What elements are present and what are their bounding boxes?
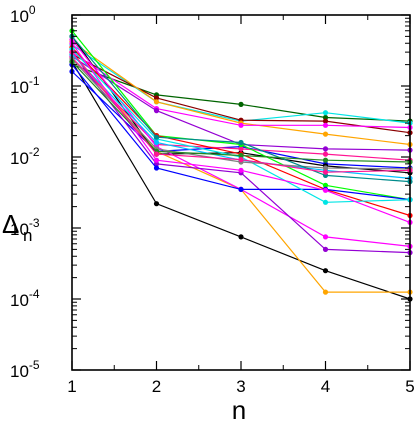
x-tick-label: 2: [152, 377, 161, 396]
data-point: [238, 186, 244, 192]
plot-frame: [71, 14, 411, 371]
data-point: [153, 151, 160, 157]
y-tick-label: 100: [10, 3, 36, 26]
series-6: [69, 39, 413, 148]
data-point: [322, 157, 329, 163]
data-point: [322, 182, 329, 188]
series-layer: [69, 28, 413, 302]
y-tick-label: 10-2: [10, 145, 40, 168]
tick-layer: [71, 14, 411, 371]
series-12: [69, 28, 413, 203]
data-point: [153, 134, 160, 140]
data-point: [322, 146, 329, 152]
data-point: [322, 169, 329, 175]
x-tick-label: 3: [236, 377, 245, 396]
data-point: [322, 268, 329, 274]
data-point: [322, 151, 329, 157]
data-point: [238, 122, 244, 128]
data-point: [322, 246, 329, 252]
y-axis-label-main: Δ: [2, 209, 19, 239]
data-point: [322, 122, 329, 128]
data-point: [322, 114, 329, 121]
data-point: [153, 161, 160, 167]
data-point: [238, 234, 244, 240]
series-line: [71, 42, 411, 223]
y-tick-label: 10-4: [10, 287, 40, 310]
y-axis-label-subscript: n: [23, 226, 32, 245]
y-tick-label: 10-3: [10, 216, 40, 239]
series-13: [69, 44, 413, 219]
x-tick-label: 5: [405, 377, 414, 396]
data-point: [153, 95, 160, 101]
data-point: [153, 201, 160, 207]
data-point: [322, 165, 329, 171]
series-line: [71, 64, 411, 201]
y-tick-label: 10-5: [10, 358, 40, 381]
label-layer: 1 2 3 4 5 10-5 10-4 10-3 10-2 10-1 100: [10, 3, 415, 396]
data-point: [153, 165, 160, 171]
x-tick-label: 4: [321, 377, 330, 396]
data-point: [322, 110, 329, 116]
data-point: [322, 187, 329, 193]
data-point: [238, 157, 244, 163]
data-point: [322, 199, 329, 205]
data-point: [153, 99, 160, 105]
series-21: [69, 40, 413, 225]
x-axis-label: n: [232, 395, 246, 425]
data-point: [153, 157, 160, 163]
x-tick-label: 1: [67, 377, 76, 396]
data-point: [322, 118, 329, 124]
y-axis-label: Δ n: [2, 209, 32, 245]
data-point: [238, 139, 244, 146]
data-point: [322, 131, 329, 137]
data-point: [238, 167, 244, 173]
series-16: [69, 62, 413, 203]
y-tick-label: 10-1: [10, 74, 40, 97]
data-point: [153, 108, 160, 114]
data-point: [322, 289, 329, 295]
data-point: [322, 234, 329, 240]
data-point: [153, 139, 160, 146]
data-point: [238, 152, 244, 159]
data-point: [238, 146, 244, 152]
data-point: [238, 101, 244, 107]
